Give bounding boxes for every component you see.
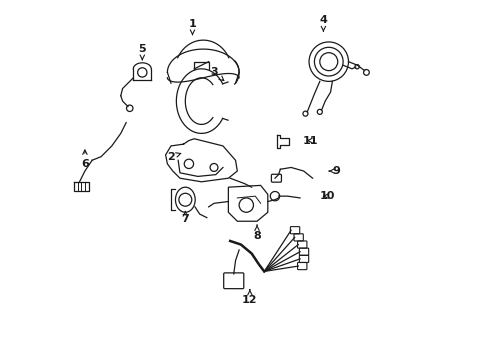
Text: 1: 1 <box>188 19 196 35</box>
Text: 6: 6 <box>81 150 89 169</box>
Text: 10: 10 <box>319 191 334 201</box>
Text: 9: 9 <box>328 166 339 176</box>
Text: 8: 8 <box>253 225 261 240</box>
Text: 7: 7 <box>181 211 189 224</box>
Text: 5: 5 <box>138 44 146 60</box>
Text: 4: 4 <box>319 15 326 31</box>
Text: 3: 3 <box>210 67 224 81</box>
Text: 2: 2 <box>167 152 181 162</box>
Text: 11: 11 <box>303 136 318 145</box>
Text: 12: 12 <box>242 289 257 305</box>
